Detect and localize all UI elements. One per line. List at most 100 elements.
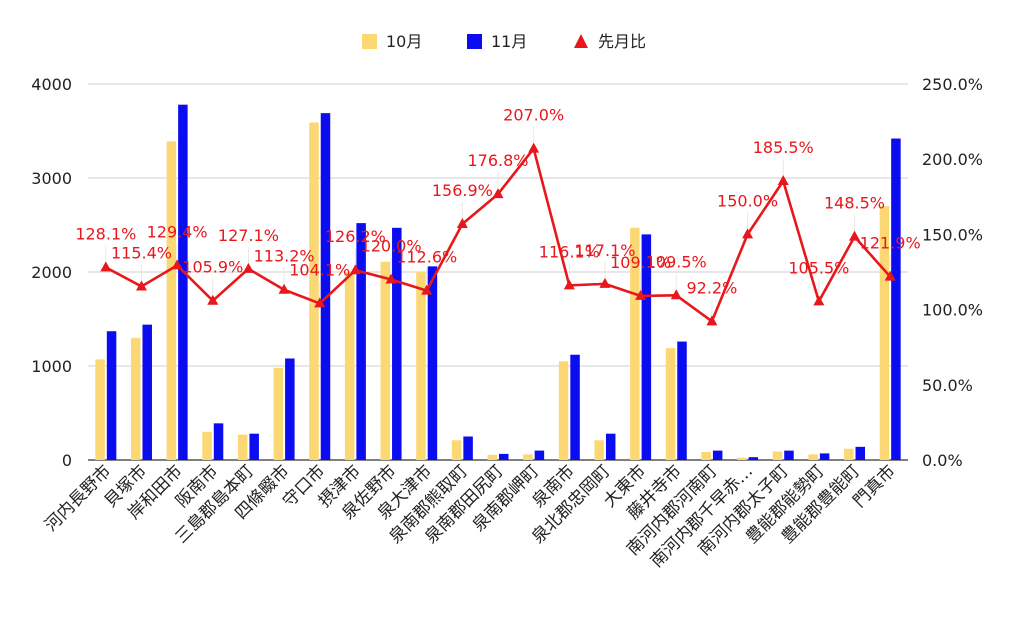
legend-label: 10月 (386, 32, 422, 51)
bar-10月 (558, 361, 569, 460)
legend-item: 先月比 (574, 32, 646, 51)
bar-11月 (178, 104, 188, 461)
legend-triangle-icon (574, 34, 588, 48)
legend: 10月 11月 先月比 (362, 32, 646, 51)
ratio-data-label: 112.6% (396, 248, 457, 267)
legend-item: 10月 (362, 32, 422, 51)
bar-11月 (819, 453, 830, 460)
bar-11月 (499, 453, 509, 460)
ratio-data-label: 113.2% (254, 247, 315, 266)
bar-11月 (891, 138, 901, 460)
bar-11月 (427, 266, 438, 460)
bar-10月 (737, 457, 747, 460)
ratio-data-label: 148.5% (824, 194, 885, 213)
legend-swatch-icon (362, 34, 377, 49)
left-axis-tick-label: 0 (62, 451, 72, 470)
bar-10月 (309, 122, 319, 460)
bar-series (95, 104, 901, 461)
bar-10月 (416, 272, 426, 460)
ratio-point (528, 142, 540, 153)
bar-11月 (712, 450, 723, 460)
legend-label: 11月 (491, 32, 527, 51)
bar-11月 (677, 341, 687, 460)
bar-11月 (855, 446, 866, 460)
ratio-data-label: 129.4% (147, 222, 208, 241)
bar-11月 (356, 223, 366, 460)
bar-10月 (273, 367, 284, 460)
bar-10月 (380, 261, 391, 460)
bar-11月 (213, 423, 224, 460)
ratio-point (278, 283, 290, 294)
bar-11月 (748, 457, 759, 460)
left-axis-tick-label: 4000 (31, 75, 72, 94)
bar-10月 (523, 454, 533, 460)
bar-11月 (641, 234, 652, 460)
bar-11月 (392, 227, 402, 460)
ratio-point (314, 297, 326, 308)
right-axis-tick-label: 250.0% (922, 75, 983, 94)
legend-item: 11月 (467, 32, 527, 51)
bar-10月 (808, 454, 818, 460)
bar-11月 (784, 450, 794, 460)
ratio-data-label: 105.5% (788, 258, 849, 277)
ratio-point (171, 259, 183, 270)
bar-10月 (879, 206, 890, 460)
ratio-point (849, 230, 861, 241)
ratio-line-series (100, 142, 896, 326)
ratio-data-label: 120.0% (361, 237, 422, 256)
ratio-data-label: 104.1% (289, 260, 350, 279)
left-axis-tick-label: 3000 (31, 169, 72, 188)
bar-10月 (594, 440, 604, 460)
bar-10月 (95, 359, 105, 460)
ratio-data-label: 105.9% (182, 258, 243, 277)
ratio-point (242, 262, 254, 273)
legend-swatch-icon (467, 34, 482, 49)
ratio-data-label: 128.1% (75, 224, 136, 243)
ratio-data-label: 156.9% (432, 181, 493, 200)
ratio-data-label: 207.0% (503, 106, 564, 125)
bar-10月 (665, 348, 676, 460)
right-axis-tick-label: 150.0% (922, 225, 983, 244)
left-axis-ticks: 0 1000 2000 3000 4000 (31, 75, 72, 470)
right-axis-tick-label: 0.0% (922, 451, 963, 470)
bar-11月 (106, 331, 117, 460)
bar-10月 (701, 452, 711, 460)
right-axis-tick-label: 200.0% (922, 150, 983, 169)
ratio-data-label: 127.1% (218, 226, 279, 245)
ratio-point (421, 284, 433, 295)
ratio-data-label: 176.8% (467, 151, 528, 170)
ratio-point (385, 273, 397, 284)
bar-10月 (130, 337, 141, 460)
bar-11月 (605, 433, 616, 460)
legend-label: 先月比 (598, 32, 646, 51)
bar-11月 (249, 433, 259, 460)
bar-11月 (285, 358, 295, 460)
data-labels: 128.1%115.4% 129.4% 105.9% 127.1% 113.2%104.… (75, 106, 921, 316)
bar-10月 (344, 272, 355, 460)
bar-10月 (487, 454, 497, 460)
right-axis-ticks: 0.0% 50.0% 100.0% 150.0% 200.0% 250.0% (922, 75, 983, 470)
bar-11月 (320, 113, 331, 460)
bar-11月 (142, 324, 152, 460)
ratio-point (349, 264, 361, 275)
ratio-data-label: 185.5% (753, 138, 814, 157)
right-axis-tick-label: 50.0% (922, 376, 973, 395)
gridlines (88, 83, 908, 461)
ratio-point (599, 277, 611, 288)
ratio-data-label: 121.9% (860, 234, 921, 253)
right-axis-tick-label: 100.0% (922, 301, 983, 320)
left-axis-tick-label: 1000 (31, 357, 72, 376)
bar-10月 (237, 434, 248, 460)
ratio-point (884, 270, 896, 281)
bar-10月 (451, 440, 462, 460)
bar-11月 (534, 450, 545, 460)
bar-10月 (844, 448, 854, 460)
ratio-point (492, 188, 504, 199)
ratio-data-label: 109.1% (610, 253, 671, 272)
bar-10月 (630, 227, 640, 460)
ratio-point (135, 280, 147, 291)
ratio-point (456, 218, 468, 229)
ratio-point (563, 279, 575, 290)
ratio-point (813, 295, 825, 306)
